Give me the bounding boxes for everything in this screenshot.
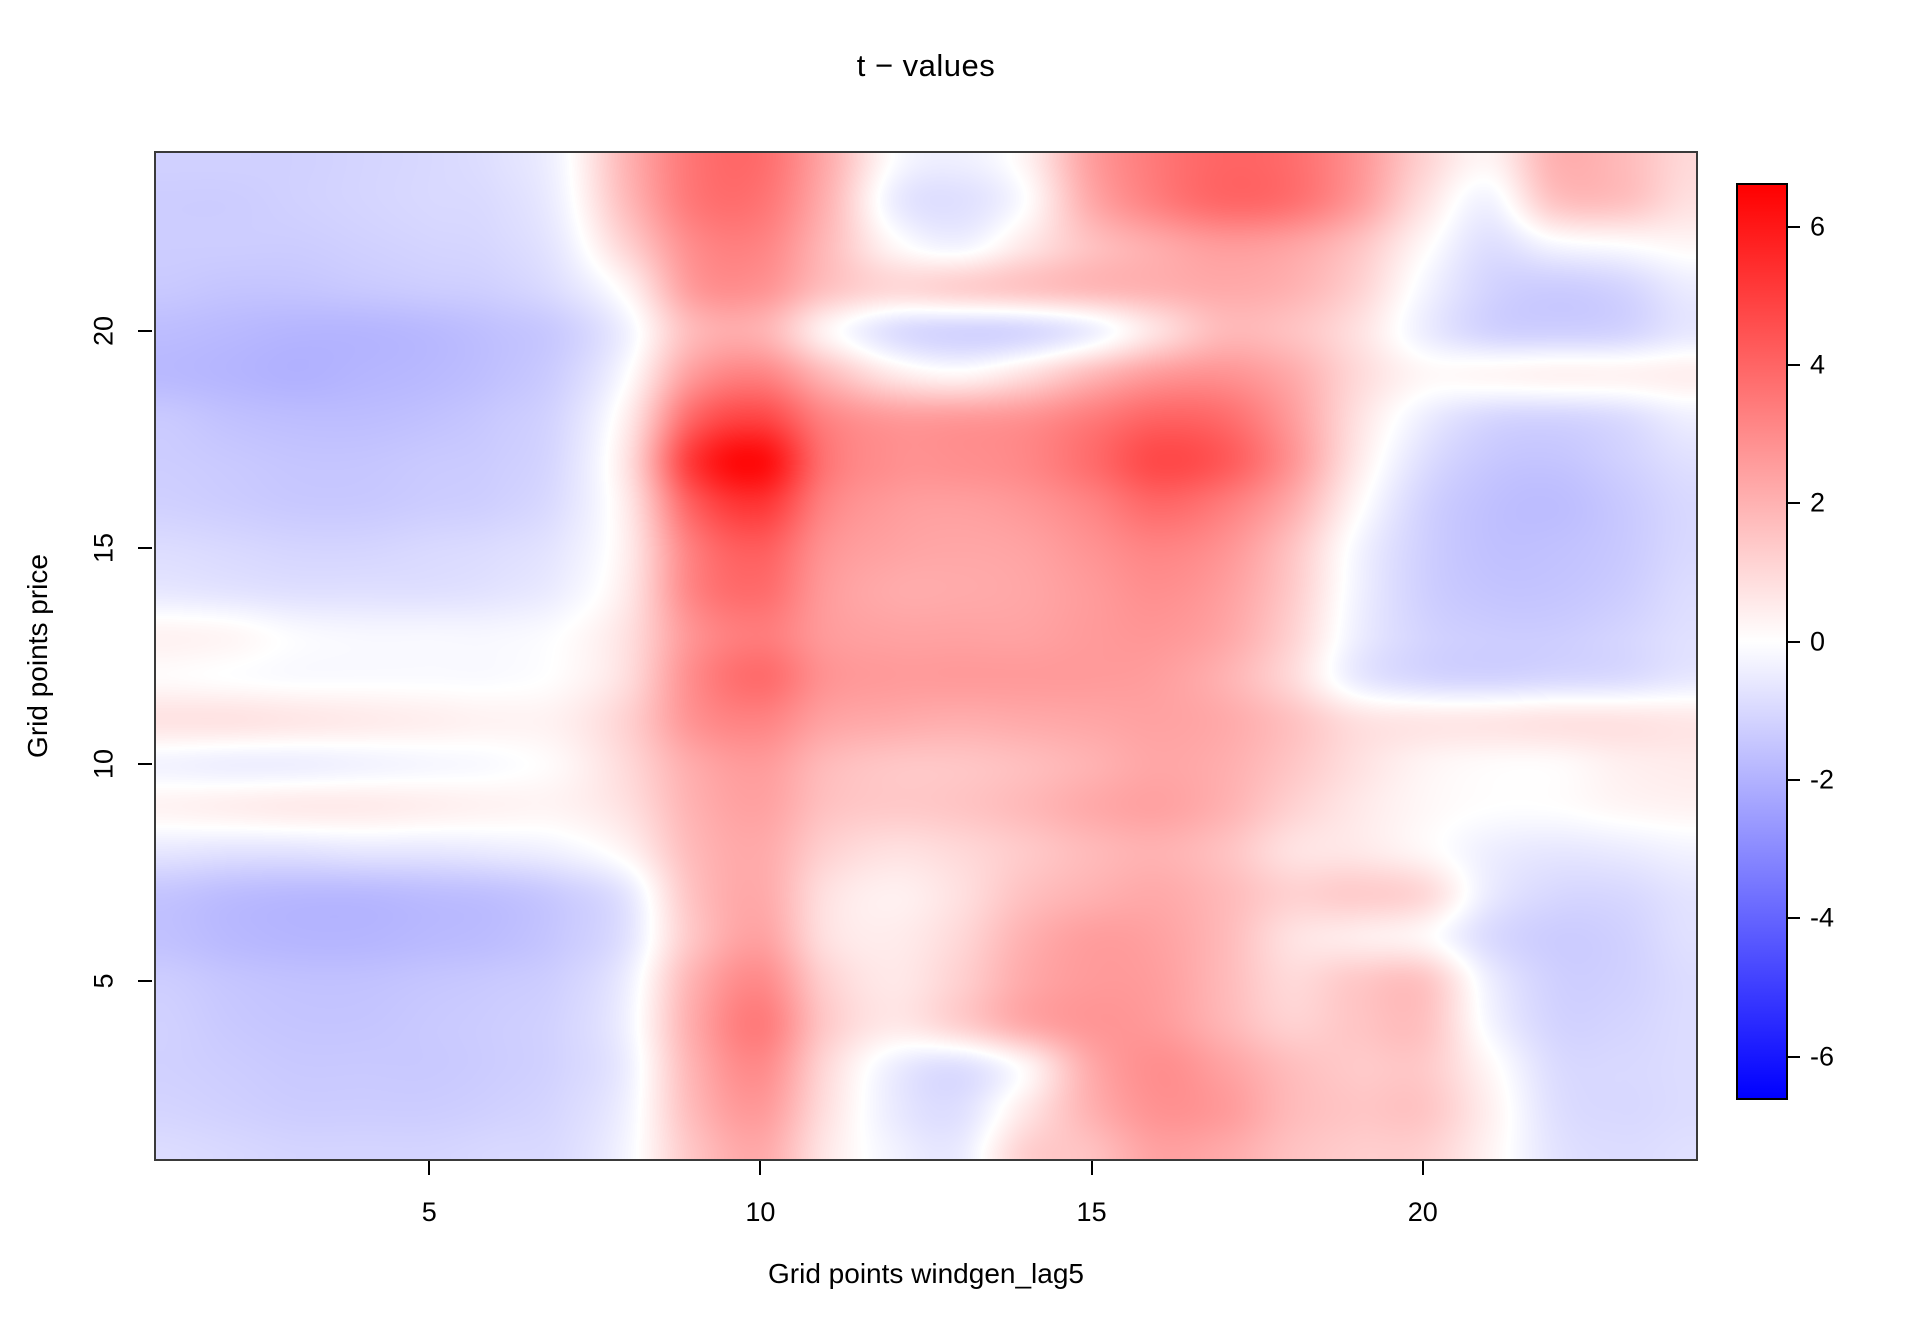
y-tick-mark — [138, 763, 152, 766]
colorbar-tick-mark — [1786, 1055, 1800, 1058]
x-tick-label: 5 — [421, 1197, 437, 1227]
plot-title: t − values — [856, 48, 996, 83]
colorbar-tick-label: 0 — [1810, 626, 1826, 656]
colorbar-tick-mark — [1786, 363, 1800, 366]
colorbar-tick-label: 4 — [1810, 349, 1826, 380]
colorbar-tick-label: -6 — [1810, 1041, 1835, 1071]
x-tick-label: 20 — [1407, 1197, 1438, 1227]
colorbar-tick-mark — [1786, 778, 1800, 781]
y-tick-mark — [138, 546, 152, 549]
y-tick-label: 10 — [88, 749, 119, 780]
plot-border — [154, 151, 1698, 1161]
x-tick-label: 15 — [1076, 1197, 1107, 1227]
colorbar-gradient — [1738, 185, 1786, 1098]
colorbar-tick-label: -4 — [1810, 902, 1835, 933]
y-tick-label: 15 — [88, 532, 119, 563]
colorbar-tick-label: 2 — [1810, 487, 1826, 518]
colorbar-tick-mark — [1786, 917, 1800, 920]
y-tick-label: 20 — [88, 316, 119, 347]
colorbar-tick-mark — [1786, 225, 1800, 228]
x-axis-label: Grid points windgen_lag5 — [768, 1258, 1084, 1289]
y-tick-mark — [138, 330, 152, 333]
colorbar-tick-label: 6 — [1810, 211, 1826, 241]
x-tick-mark — [428, 1161, 431, 1175]
y-tick-label: 5 — [88, 973, 119, 989]
x-tick-mark — [1090, 1161, 1093, 1175]
y-tick-mark — [138, 979, 152, 982]
colorbar-tick-label: -2 — [1810, 764, 1835, 795]
heatmap-canvas — [156, 153, 1696, 1159]
x-tick-label: 10 — [745, 1197, 776, 1227]
y-axis-label: Grid points price — [22, 554, 53, 758]
colorbar-tick-mark — [1786, 640, 1800, 643]
x-tick-mark — [759, 1161, 762, 1175]
x-tick-mark — [1421, 1161, 1424, 1175]
colorbar-tick-mark — [1786, 502, 1800, 505]
